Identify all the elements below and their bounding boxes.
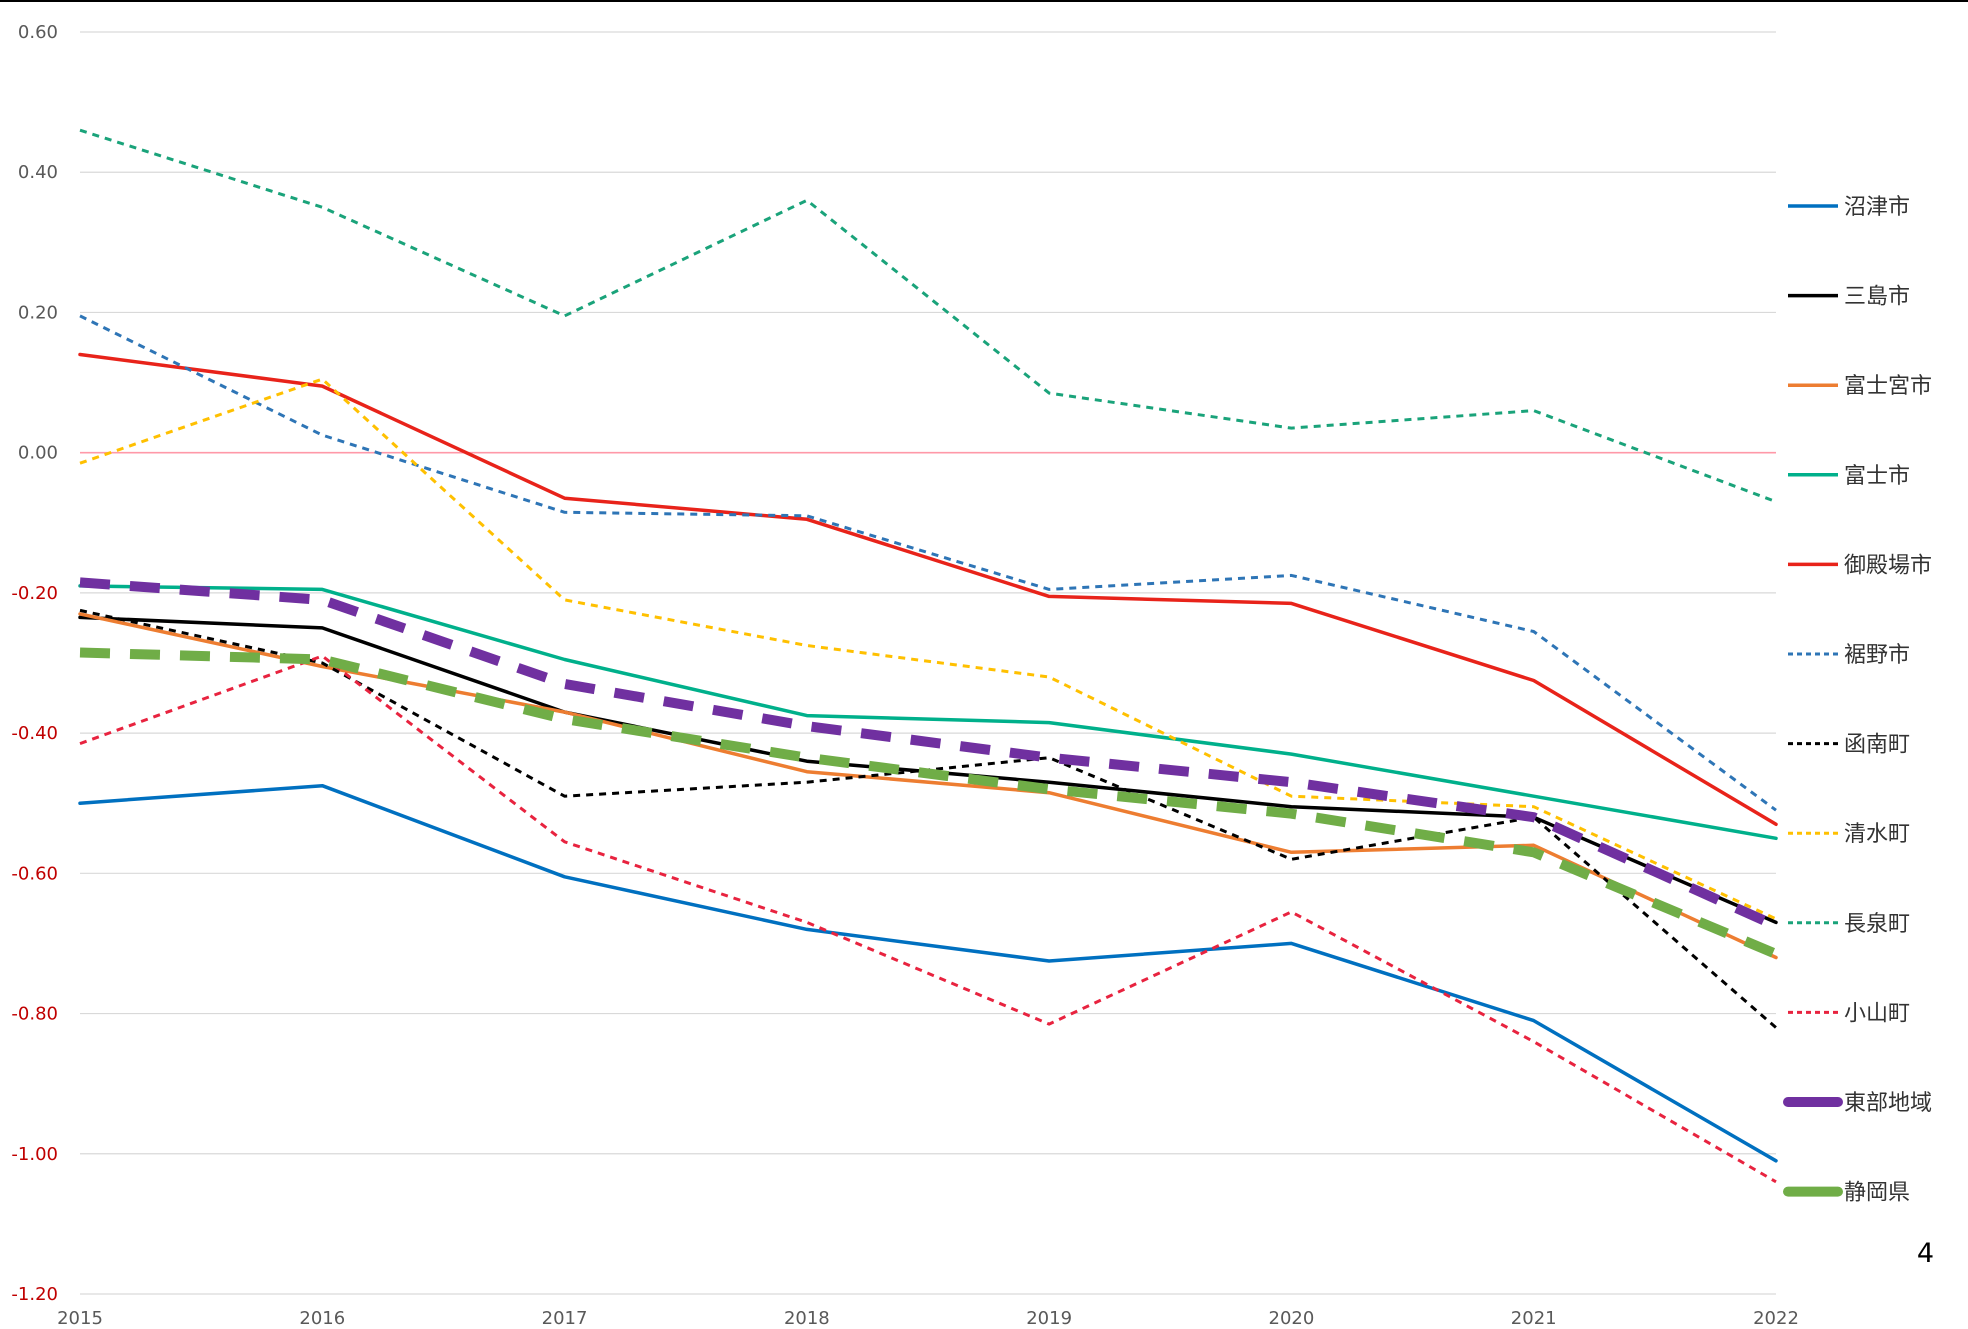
x-tick-label: 2022 (1753, 1308, 1799, 1329)
legend-label: 長泉町 (1844, 912, 1910, 937)
legend-label: 裾野市 (1844, 643, 1910, 668)
y-tick-label: 0.40 (18, 162, 58, 183)
x-tick-label: 2020 (1269, 1308, 1315, 1329)
page-number: 4 (1916, 1238, 1934, 1269)
series-line-1 (78, 783, 1778, 1163)
legend-label: 清水町 (1844, 822, 1910, 847)
y-tick-label: 0.00 (18, 443, 58, 464)
legend-item: 富士宮市 (1788, 374, 1932, 399)
y-tick-label: 0.60 (18, 22, 58, 43)
x-tick-label: 2018 (784, 1308, 830, 1329)
x-tick-label: 2015 (57, 1308, 103, 1329)
legend-label: 富士市 (1844, 464, 1910, 489)
legend-item: 長泉町 (1788, 912, 1910, 937)
legend-label: 函南町 (1844, 733, 1910, 758)
x-axis-tick-labels: 2015 2016 2017 2018 2019 2020 2021 2022 (57, 1308, 1799, 1329)
legend-item: 清水町 (1788, 822, 1910, 847)
series-line-4 (78, 584, 1778, 841)
x-tick-label: 2016 (299, 1308, 345, 1329)
y-tick-label: -0.20 (11, 583, 58, 604)
x-tick-label: 2017 (542, 1308, 588, 1329)
series-line-8 (79, 377, 1777, 921)
series-line-11 (79, 577, 1779, 931)
legend-item: 小山町 (1788, 1001, 1910, 1026)
legend-item: 裾野市 (1788, 643, 1910, 668)
legend-label: 富士宮市 (1844, 374, 1932, 399)
legend-label: 静岡県 (1844, 1181, 1910, 1206)
y-tick-label: -0.80 (11, 1004, 58, 1025)
legend-label: 三島市 (1844, 285, 1910, 310)
y-tick-label: 0.20 (18, 302, 58, 323)
x-tick-label: 2021 (1511, 1308, 1557, 1329)
x-tick-label: 2019 (1026, 1308, 1072, 1329)
series-lines (78, 128, 1779, 1184)
series-line-10 (79, 654, 1777, 1184)
series-line-6 (79, 314, 1777, 812)
legend-item: 御殿場市 (1788, 553, 1932, 578)
legend-label: 東部地域 (1844, 1091, 1932, 1116)
legend-item: 東部地域 (1783, 1091, 1932, 1116)
series-line-12 (79, 647, 1778, 959)
legend-label: 御殿場市 (1844, 553, 1932, 578)
gridlines (80, 31, 1776, 1295)
legend-item: 函南町 (1788, 733, 1910, 758)
y-tick-label: -1.00 (11, 1144, 58, 1165)
legend-label: 沼津市 (1844, 195, 1910, 220)
y-tick-label: -1.20 (11, 1284, 58, 1305)
legend-item: 富士市 (1788, 464, 1910, 489)
y-axis-tick-labels: 0.60 0.40 0.20 0.00 -0.20 -0.40 -0.60 -0.80 -1.0… (11, 22, 58, 1305)
series-line-5 (78, 352, 1778, 827)
legend-item: 三島市 (1788, 285, 1910, 310)
legend-item: 静岡県 (1783, 1181, 1910, 1206)
legend-item: 沼津市 (1788, 195, 1910, 220)
legend-label: 小山町 (1844, 1001, 1910, 1026)
y-tick-label: -0.60 (11, 863, 58, 884)
series-line-9 (79, 128, 1777, 504)
y-tick-label: -0.40 (11, 723, 58, 744)
